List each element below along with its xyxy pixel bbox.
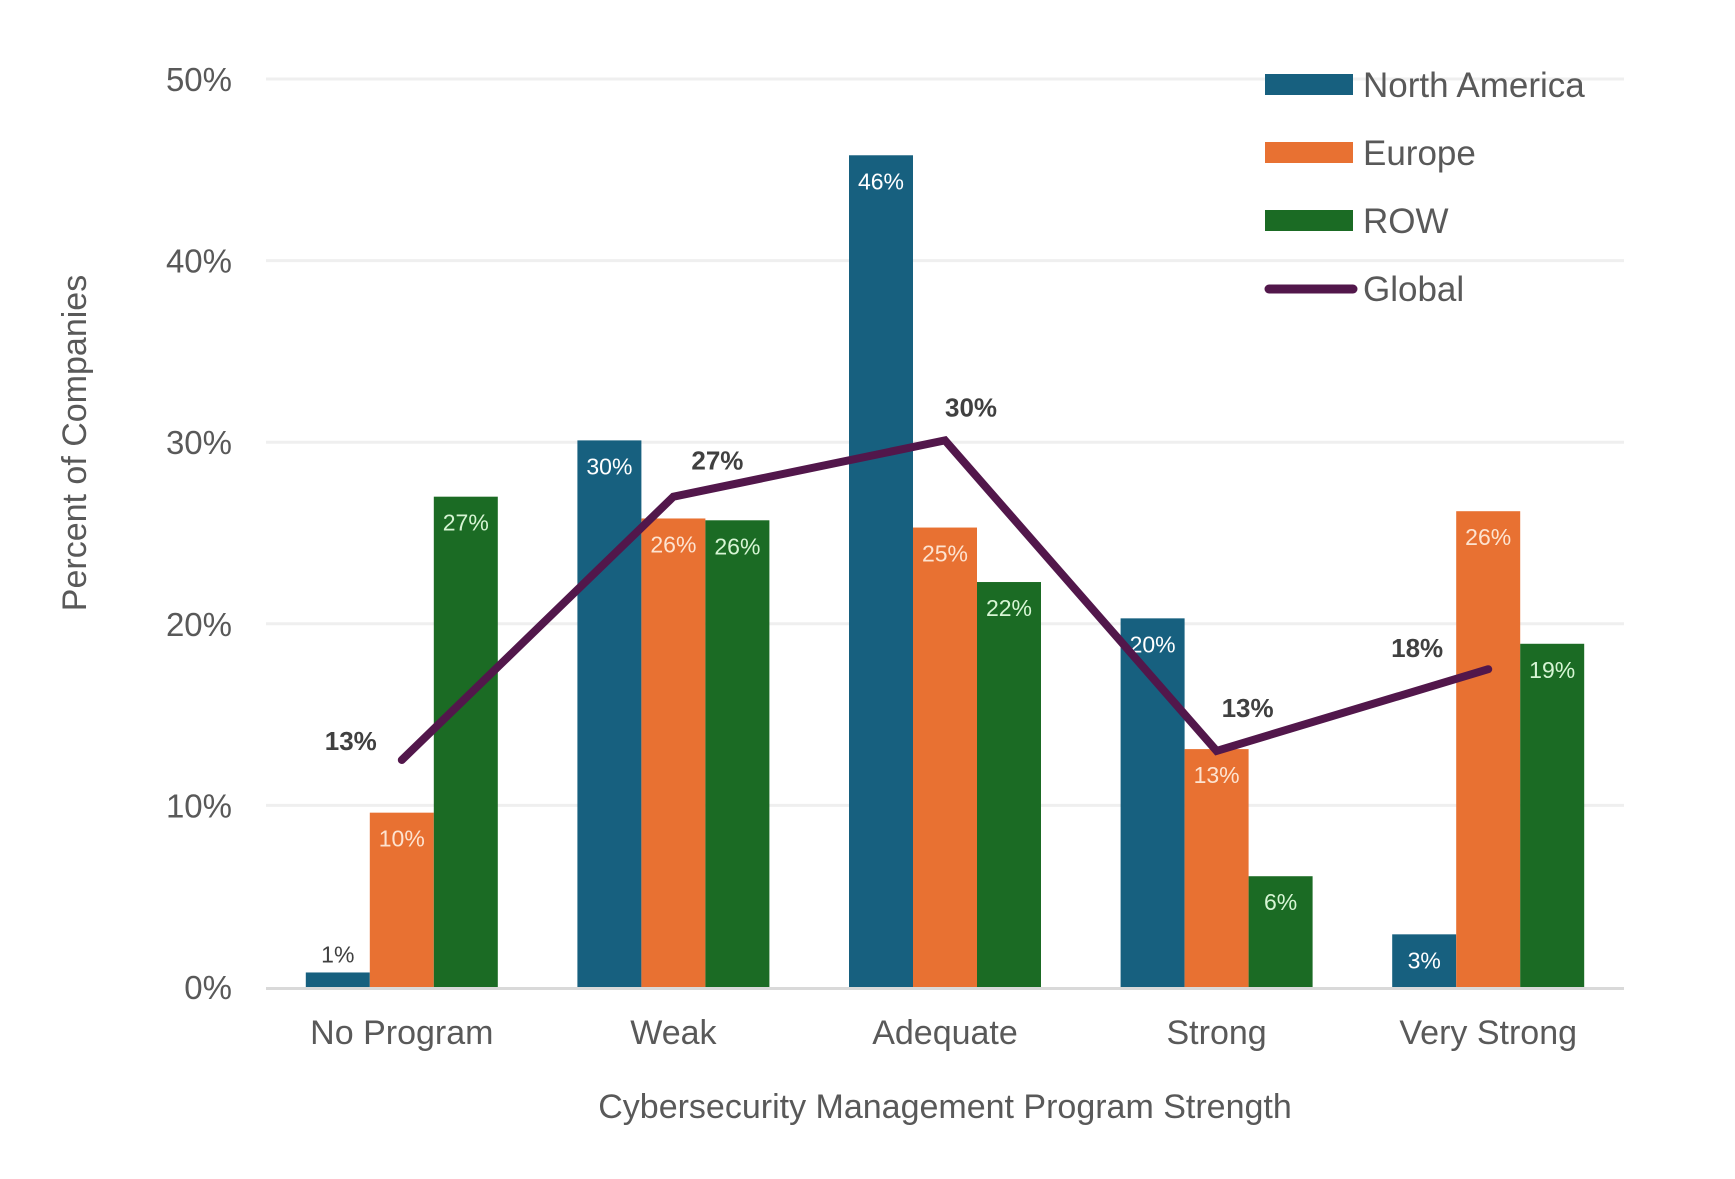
legend-swatch-europe — [1265, 142, 1353, 163]
x-tick-label: Strong — [1167, 1014, 1267, 1052]
bar-data-label: 26% — [1465, 524, 1511, 550]
bar-data-label: 13% — [1194, 762, 1240, 788]
legend-swatch-row — [1265, 210, 1353, 231]
bar-data-label: 6% — [1264, 889, 1297, 915]
legend-label: North America — [1363, 66, 1585, 105]
bar-europe — [369, 812, 434, 987]
global-line: 13% 27% 30% 13% 18% — [325, 392, 1493, 764]
bar-data-label: 26% — [714, 533, 760, 559]
x-tick-label: No Program — [310, 1014, 493, 1052]
x-axis-categories: No Program Weak Adequate Strong Very Strong — [310, 1014, 1577, 1052]
bar-data-label: 1% — [321, 941, 354, 967]
y-tick-label: 30% — [166, 424, 232, 461]
legend: North America Europe ROW Global — [1264, 66, 1585, 309]
bar-north-america — [849, 155, 913, 988]
y-tick-label: 40% — [166, 243, 232, 280]
bar-row — [433, 496, 498, 987]
bar-europe — [1456, 511, 1521, 987]
legend-label: Global — [1363, 270, 1464, 309]
global-data-label: 30% — [945, 392, 997, 422]
bar-data-label: 25% — [922, 541, 968, 567]
bar-labels: 1%10%27%30%26% 26%46%25%22%20%13%6%3%26%1… — [321, 168, 1575, 973]
global-data-label: 18% — [1391, 633, 1443, 663]
bar-data-label: 3% — [1408, 947, 1441, 973]
bar-europe — [1184, 749, 1249, 987]
bar-data-label: 22% — [986, 595, 1032, 621]
legend-label: ROW — [1363, 202, 1449, 241]
x-tick-label: Very Strong — [1399, 1014, 1577, 1052]
legend-swatch-north-america — [1265, 74, 1353, 95]
bar-row — [705, 520, 770, 987]
bar-row — [977, 582, 1041, 987]
bars — [305, 155, 1585, 988]
y-axis-ticks: 0% 10% 20% 30% 40% 50% — [166, 61, 232, 1006]
bar-row — [1248, 876, 1313, 987]
global-data-label: 27% — [691, 446, 743, 476]
bar-data-label: 30% — [586, 453, 632, 479]
bar-europe — [913, 527, 977, 987]
bar-data-label: 27% — [443, 510, 489, 536]
x-tick-label: Adequate — [872, 1014, 1018, 1052]
global-data-label: 13% — [325, 726, 377, 756]
bar-data-label: 10% — [379, 826, 425, 852]
bar-data-label: 20% — [1130, 631, 1176, 657]
legend-label: Europe — [1363, 134, 1476, 173]
y-axis-title: Percent of Companies — [56, 275, 94, 611]
y-tick-label: 0% — [184, 969, 232, 1006]
y-tick-label: 20% — [166, 606, 232, 643]
bar-data-label: 26% — [650, 531, 696, 557]
bar-north-america — [305, 972, 370, 987]
global-line-path — [397, 435, 1493, 764]
bar-row — [1520, 643, 1585, 987]
global-data-label: 13% — [1222, 693, 1274, 723]
y-tick-label: 10% — [166, 787, 232, 824]
x-tick-label: Weak — [630, 1014, 717, 1052]
x-axis-title: Cybersecurity Management Program Strengt… — [598, 1088, 1292, 1126]
bar-north-america — [1392, 934, 1457, 987]
bar-data-label: 46% — [858, 168, 904, 194]
y-tick-label: 50% — [166, 61, 232, 98]
bar-north-america — [577, 440, 642, 987]
bar-data-label: 19% — [1529, 657, 1575, 683]
bar-europe — [641, 518, 706, 987]
